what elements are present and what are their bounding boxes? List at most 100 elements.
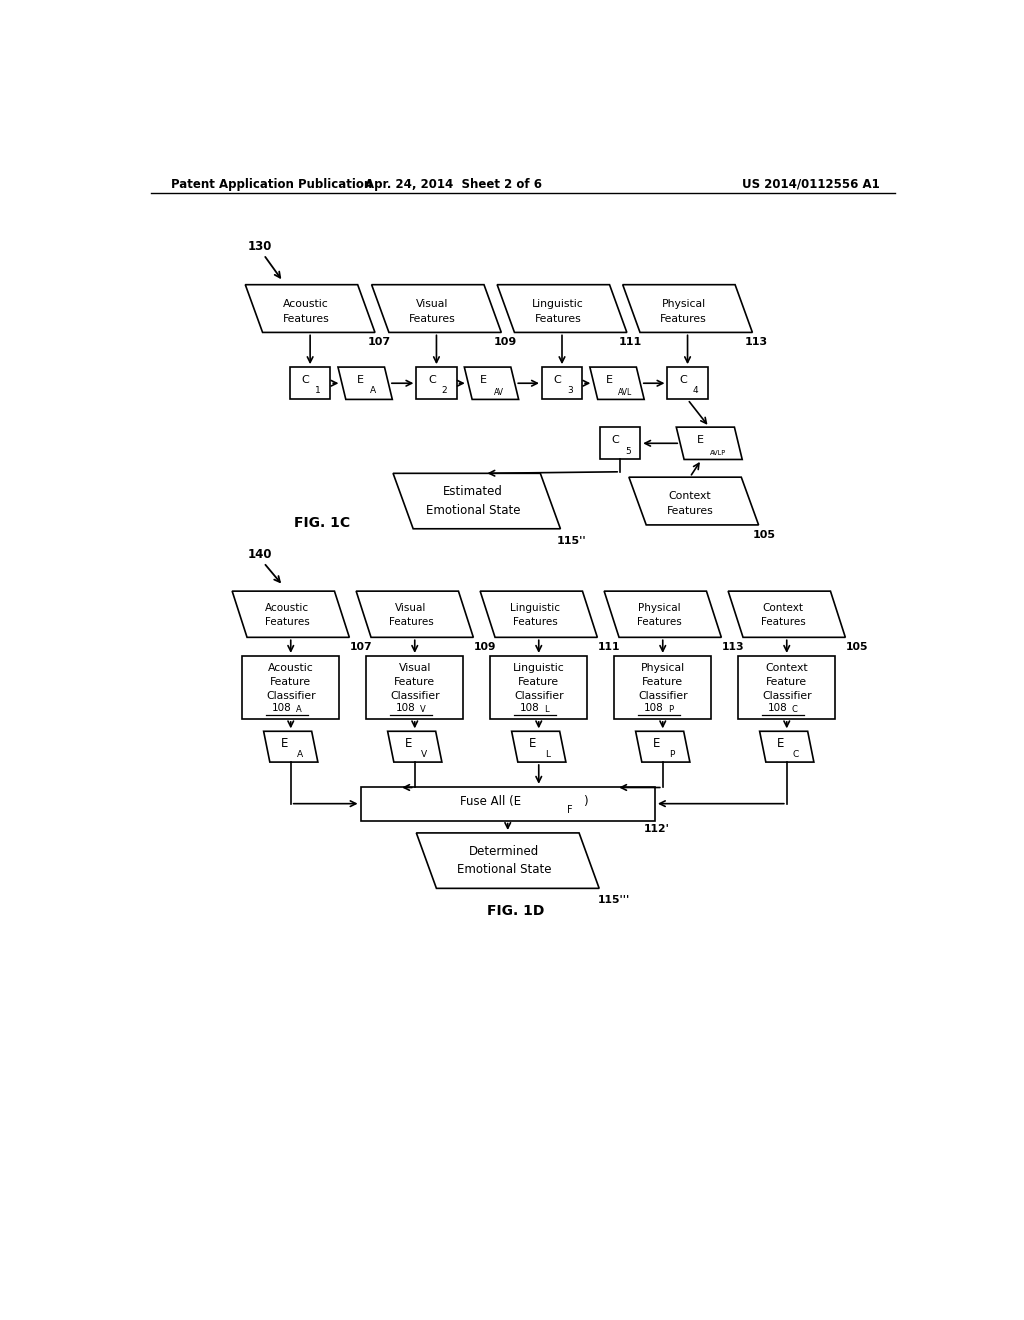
Polygon shape (760, 731, 814, 762)
Text: Emotional State: Emotional State (457, 863, 551, 876)
Polygon shape (388, 731, 442, 762)
Text: 4: 4 (692, 387, 698, 396)
Text: Visual: Visual (398, 663, 431, 673)
Text: Features: Features (283, 314, 330, 323)
Text: Determined: Determined (469, 845, 539, 858)
Polygon shape (246, 285, 375, 333)
Text: Classifier: Classifier (762, 692, 812, 701)
Text: 108: 108 (768, 704, 787, 713)
Text: E: E (528, 737, 537, 750)
FancyBboxPatch shape (668, 367, 708, 400)
Text: AVL: AVL (617, 388, 632, 397)
Text: E: E (480, 375, 487, 385)
Text: 108: 108 (271, 704, 291, 713)
Text: ): ) (583, 795, 588, 808)
Text: A: A (297, 750, 303, 759)
Text: 115''': 115''' (598, 895, 630, 904)
Text: Physical: Physical (641, 663, 685, 673)
Polygon shape (590, 367, 644, 400)
Text: Linguistic: Linguistic (532, 298, 584, 309)
Polygon shape (417, 833, 599, 888)
Text: Physical: Physical (662, 298, 706, 309)
Polygon shape (232, 591, 349, 638)
Text: Emotional State: Emotional State (426, 504, 520, 517)
Text: C: C (428, 375, 435, 385)
Text: 105: 105 (753, 529, 775, 540)
Text: Visual: Visual (395, 603, 427, 612)
Text: Feature: Feature (394, 677, 435, 686)
Text: Features: Features (388, 616, 433, 627)
Text: Visual: Visual (417, 298, 449, 309)
Text: L: L (546, 750, 551, 759)
FancyBboxPatch shape (600, 428, 640, 459)
Text: Features: Features (761, 616, 805, 627)
Text: AV: AV (495, 388, 504, 397)
Polygon shape (480, 591, 597, 638)
Text: 130: 130 (248, 240, 272, 253)
Text: Estimated: Estimated (443, 486, 503, 499)
Text: 112': 112' (643, 825, 670, 834)
Polygon shape (676, 428, 742, 459)
Text: Context: Context (763, 603, 804, 612)
Text: Features: Features (637, 616, 681, 627)
Text: Classifier: Classifier (390, 692, 439, 701)
Text: A: A (370, 387, 376, 396)
Text: 115'': 115'' (557, 536, 586, 546)
Text: Apr. 24, 2014  Sheet 2 of 6: Apr. 24, 2014 Sheet 2 of 6 (365, 178, 542, 190)
Text: 2: 2 (441, 387, 447, 396)
Text: 109: 109 (494, 337, 517, 347)
Text: Physical: Physical (638, 603, 680, 612)
Text: Classifier: Classifier (514, 692, 563, 701)
Text: C: C (793, 750, 799, 759)
Polygon shape (338, 367, 392, 400)
Text: C: C (302, 375, 309, 385)
Text: 111: 111 (597, 642, 620, 652)
Text: C: C (792, 705, 798, 714)
FancyBboxPatch shape (542, 367, 583, 400)
Text: Linguistic: Linguistic (513, 663, 564, 673)
Text: FIG. 1D: FIG. 1D (486, 904, 544, 917)
Polygon shape (372, 285, 502, 333)
Text: 108: 108 (643, 704, 664, 713)
FancyBboxPatch shape (614, 656, 712, 719)
Text: Features: Features (667, 506, 714, 516)
Text: 140: 140 (248, 548, 272, 561)
Text: Patent Application Publication: Patent Application Publication (171, 178, 372, 190)
Text: A: A (296, 705, 301, 714)
Polygon shape (464, 367, 518, 400)
Text: 107: 107 (368, 337, 390, 347)
Text: 111: 111 (620, 337, 642, 347)
Text: Features: Features (660, 314, 707, 323)
Text: FIG. 1C: FIG. 1C (294, 516, 350, 531)
Text: L: L (544, 705, 549, 714)
Text: Context: Context (765, 663, 808, 673)
Polygon shape (728, 591, 846, 638)
Polygon shape (604, 591, 721, 638)
Polygon shape (356, 591, 473, 638)
Text: 105: 105 (846, 642, 868, 652)
Text: Feature: Feature (642, 677, 683, 686)
Text: 113: 113 (721, 642, 744, 652)
Text: Context: Context (669, 491, 712, 502)
Text: P: P (668, 705, 673, 714)
Text: V: V (420, 705, 425, 714)
Text: Feature: Feature (270, 677, 311, 686)
Text: E: E (357, 375, 364, 385)
Text: Features: Features (264, 616, 309, 627)
Text: 5: 5 (625, 446, 631, 455)
Polygon shape (498, 285, 627, 333)
FancyBboxPatch shape (417, 367, 457, 400)
Polygon shape (263, 731, 317, 762)
FancyBboxPatch shape (367, 656, 463, 719)
Text: C: C (554, 375, 561, 385)
Text: V: V (421, 750, 427, 759)
Text: E: E (404, 737, 413, 750)
Text: E: E (606, 375, 612, 385)
Text: AVLP: AVLP (711, 450, 727, 455)
Text: Acoustic: Acoustic (284, 298, 329, 309)
Text: Acoustic: Acoustic (265, 603, 309, 612)
Text: Fuse All (E: Fuse All (E (460, 795, 521, 808)
Text: Acoustic: Acoustic (268, 663, 313, 673)
FancyBboxPatch shape (490, 656, 587, 719)
Polygon shape (636, 731, 690, 762)
